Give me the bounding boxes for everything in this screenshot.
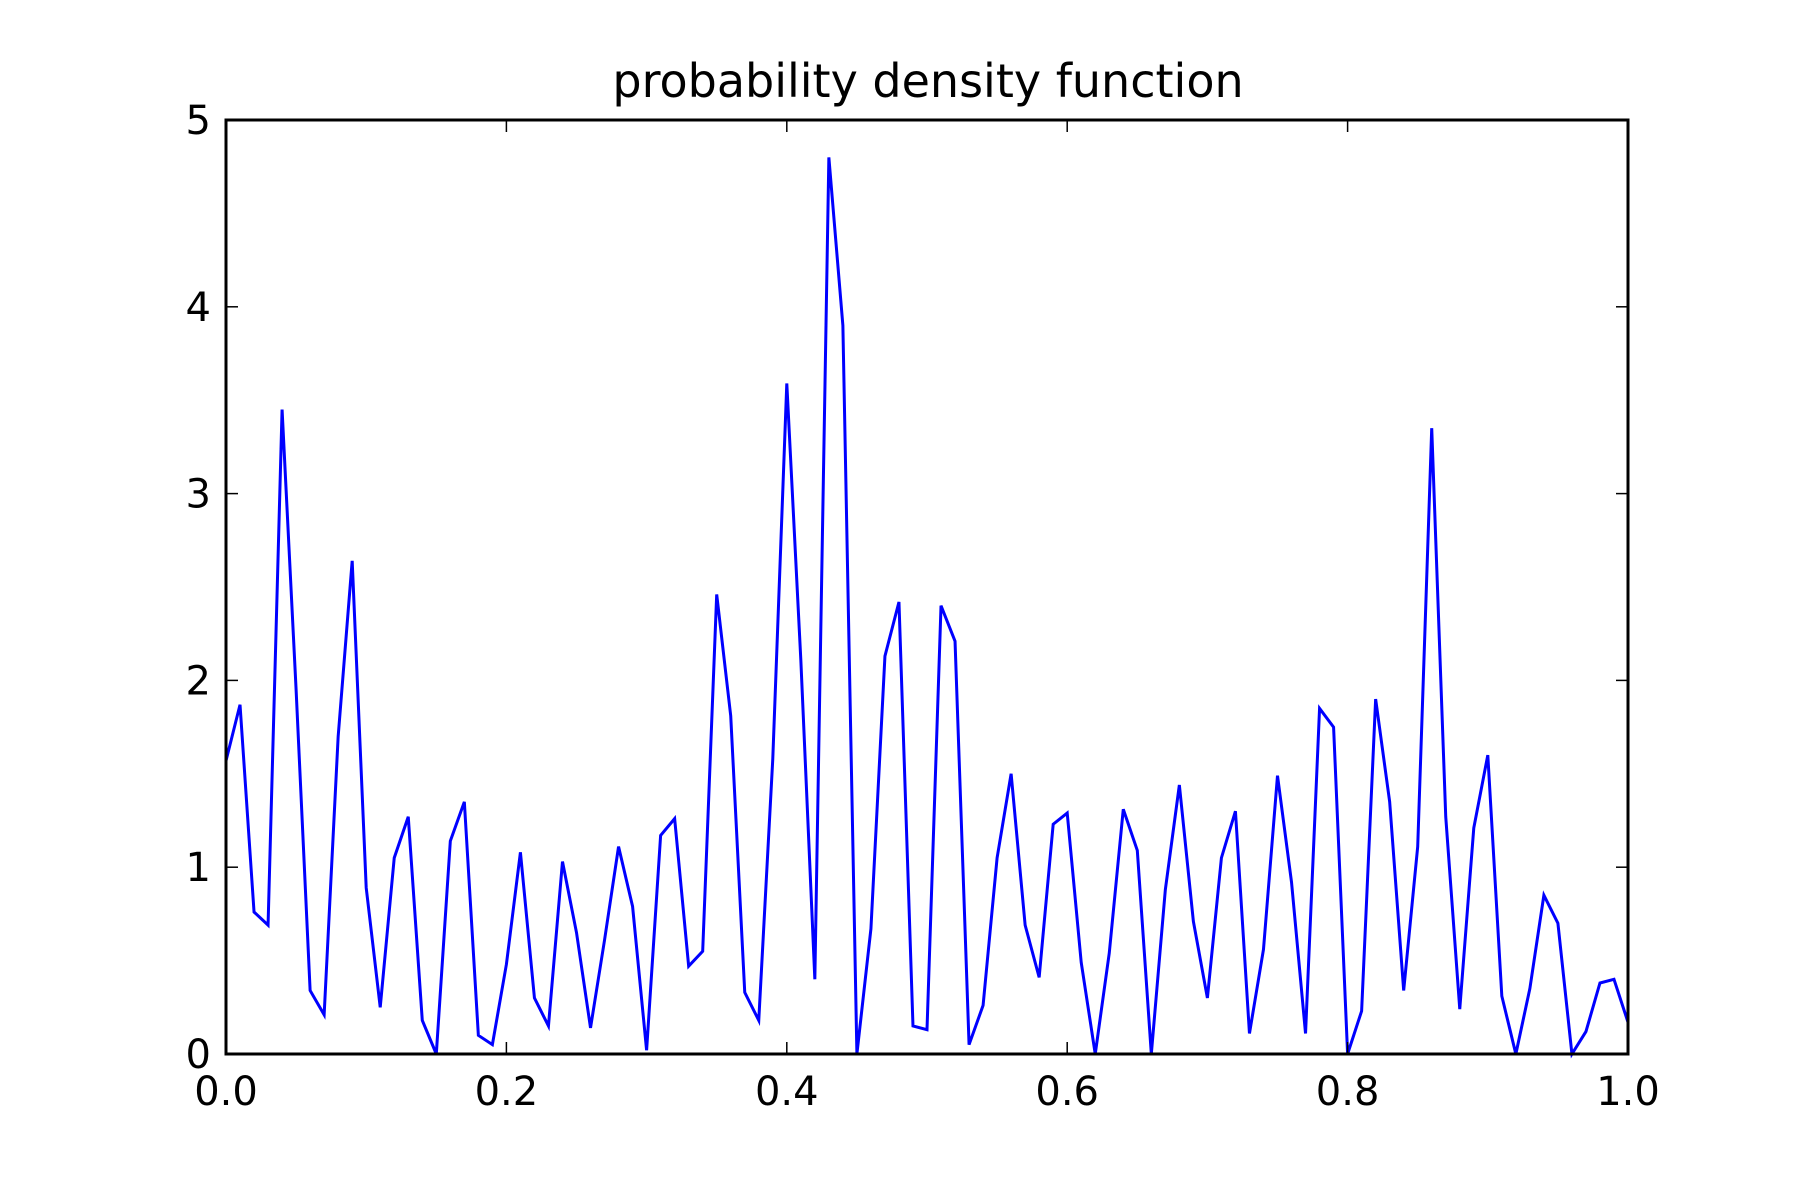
y-tick-label: 4 bbox=[186, 285, 211, 331]
x-tick-label: 0.6 bbox=[1035, 1069, 1099, 1115]
series-line-1 bbox=[224, 157, 1630, 1059]
plot-area: 0.0 0.2 0.4 0.6 0.8 1.0 0 1 2 3 4 5 bbox=[186, 98, 1660, 1115]
x-tick-label: 0.8 bbox=[1316, 1069, 1380, 1115]
chart-title: probability density function bbox=[612, 54, 1243, 108]
x-tick-label: 0.4 bbox=[755, 1069, 819, 1115]
y-tick-label: 3 bbox=[186, 472, 211, 518]
y-tick-label: 2 bbox=[186, 658, 211, 704]
x-tick-label: 0.2 bbox=[475, 1069, 539, 1115]
y-tick-label: 0 bbox=[186, 1032, 211, 1078]
y-tick-label: 1 bbox=[186, 845, 211, 891]
axes-frame bbox=[224, 118, 1630, 1056]
x-tick-label: 1.0 bbox=[1596, 1069, 1660, 1115]
x-tick-label: 0.0 bbox=[194, 1069, 258, 1115]
y-tick-label: 5 bbox=[186, 98, 211, 144]
